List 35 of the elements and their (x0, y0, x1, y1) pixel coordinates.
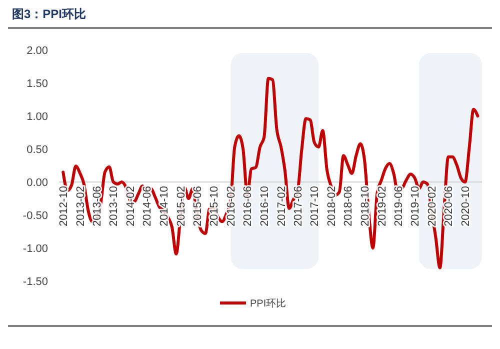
x-tick-label: 2017-10 (309, 186, 322, 226)
x-tick-label: 2020-10 (460, 186, 472, 226)
x-tick-label: 2012-10 (58, 186, 70, 226)
x-tick-label: 2015-10 (208, 186, 221, 226)
y-tick-label: 0.00 (26, 176, 48, 189)
x-tick-label: 2018-02 (326, 186, 338, 226)
x-tick-label: 2019-06 (392, 186, 405, 226)
x-tick-label: 2013-10 (108, 186, 120, 226)
y-tick-label: 1.00 (26, 110, 48, 123)
x-tick-label: 2015-06 (192, 186, 204, 226)
x-tick-label: 2019-02 (376, 186, 388, 226)
x-tick-label: 2014-10 (158, 186, 170, 226)
x-tick-label: 2015-02 (175, 186, 188, 226)
x-tick-label: 2020-06 (443, 186, 456, 226)
x-tick-label: 2019-10 (410, 186, 422, 226)
x-tick-label: 2014-02 (125, 186, 138, 226)
y-tick-label: -1.50 (22, 276, 48, 288)
legend-label: PPI环比 (250, 298, 286, 310)
y-tick-label: 1.50 (26, 78, 48, 90)
x-tick-label: 2017-06 (292, 186, 304, 226)
x-tick-label: 2018-06 (342, 186, 355, 226)
x-tick-label: 2016-06 (242, 186, 254, 226)
y-tick-label: 0.50 (26, 144, 48, 156)
x-tick-label: 2020-02 (426, 186, 439, 226)
x-tick-label: 2013-02 (74, 186, 87, 226)
x-tick-label: 2016-02 (226, 186, 238, 226)
chart-title: 图3：PPI环比 (12, 7, 86, 21)
x-tick-label: 2014-06 (142, 186, 154, 226)
x-tick-label: 2018-10 (359, 186, 372, 226)
x-tick-label: 2016-10 (258, 186, 271, 226)
y-tick-label: -0.50 (22, 210, 48, 222)
x-tick-label: 2013-06 (91, 186, 104, 226)
x-tick-label: 2017-02 (276, 186, 288, 226)
y-tick-label: 2.00 (26, 44, 48, 57)
y-tick-label: -1.00 (22, 242, 48, 255)
